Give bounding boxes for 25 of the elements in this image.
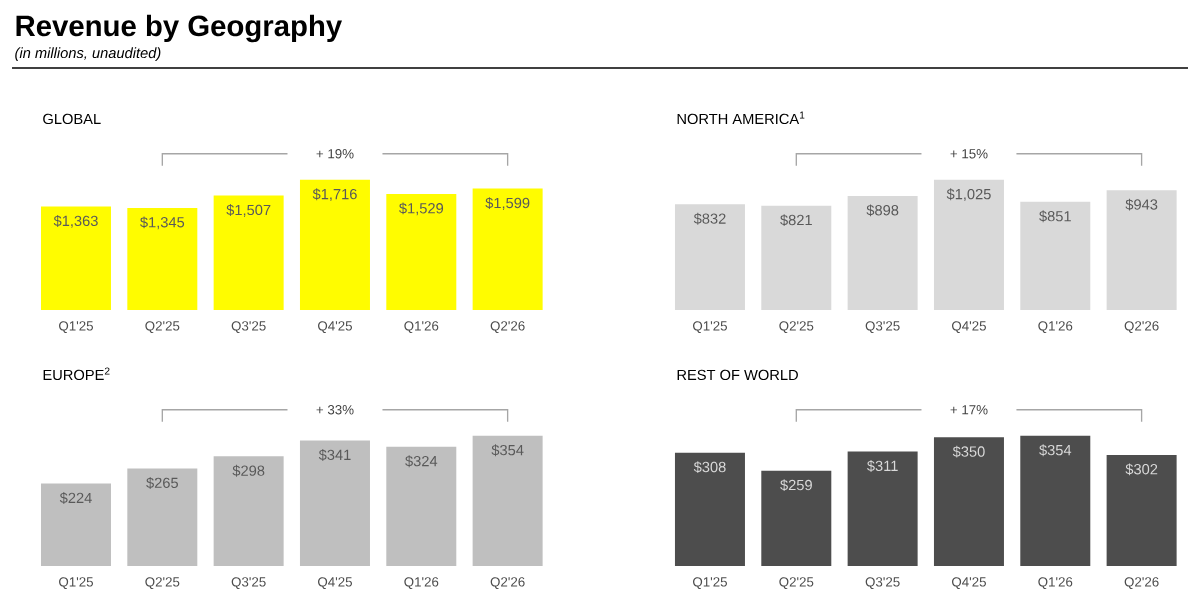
bar [847, 451, 918, 566]
bar [1020, 201, 1091, 310]
bar [472, 188, 543, 310]
bar [674, 204, 745, 310]
bar [933, 437, 1004, 566]
bar [213, 456, 284, 566]
bar [299, 440, 370, 566]
bar [761, 205, 832, 310]
bar [299, 179, 370, 310]
bar [40, 206, 111, 310]
bar [1020, 435, 1091, 566]
bar [761, 470, 832, 566]
bar [40, 483, 111, 566]
bar [933, 179, 1004, 310]
bar [127, 468, 198, 566]
bar [127, 207, 198, 310]
bar [674, 452, 745, 566]
bar [1106, 454, 1177, 566]
bar [472, 435, 543, 566]
bar [847, 195, 918, 310]
bar [1106, 190, 1177, 310]
bar [386, 193, 457, 310]
text: Revenue by Geography [16, 14, 342, 43]
bar [213, 195, 284, 310]
bar [386, 446, 457, 566]
